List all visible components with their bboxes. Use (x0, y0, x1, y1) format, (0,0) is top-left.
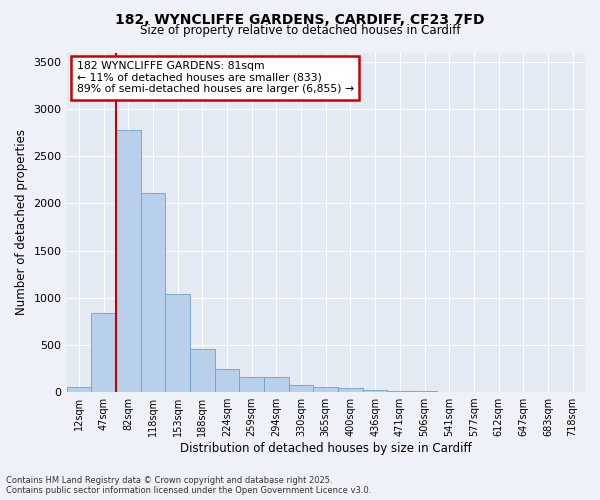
X-axis label: Distribution of detached houses by size in Cardiff: Distribution of detached houses by size … (180, 442, 472, 455)
Bar (239, 377, 264, 392)
Bar (215, 368, 239, 392)
Bar (412, 391, 437, 392)
Text: 182, WYNCLIFFE GARDENS, CARDIFF, CF23 7FD: 182, WYNCLIFFE GARDENS, CARDIFF, CF23 7F… (115, 12, 485, 26)
Bar (388, 391, 412, 392)
Bar (363, 390, 388, 392)
Bar (313, 387, 338, 392)
Text: Contains HM Land Registry data © Crown copyright and database right 2025.
Contai: Contains HM Land Registry data © Crown c… (6, 476, 371, 495)
Y-axis label: Number of detached properties: Number of detached properties (15, 130, 28, 316)
Bar (190, 348, 215, 392)
Bar (338, 388, 363, 392)
Bar (165, 294, 190, 392)
Bar (264, 377, 289, 392)
Bar (289, 385, 313, 392)
Bar (140, 193, 165, 392)
Bar (116, 130, 140, 392)
Bar (91, 313, 116, 392)
Bar (67, 387, 91, 392)
Text: Size of property relative to detached houses in Cardiff: Size of property relative to detached ho… (140, 24, 460, 37)
Text: 182 WYNCLIFFE GARDENS: 81sqm
← 11% of detached houses are smaller (833)
89% of s: 182 WYNCLIFFE GARDENS: 81sqm ← 11% of de… (77, 61, 354, 94)
